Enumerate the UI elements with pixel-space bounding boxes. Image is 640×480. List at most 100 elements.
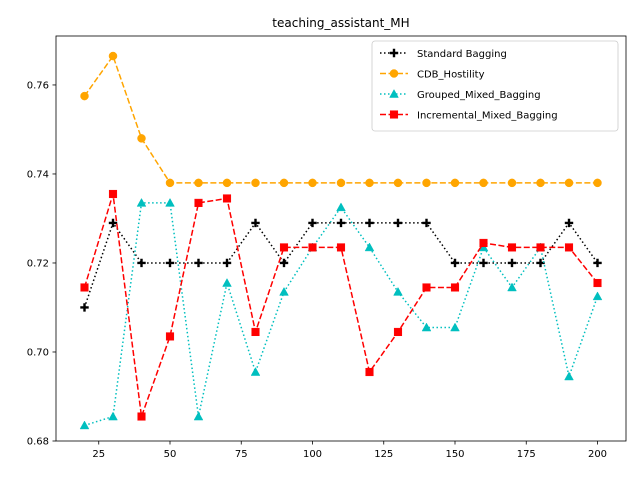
data-point: [450, 283, 460, 292]
data-point: [422, 178, 431, 188]
data-point: [194, 198, 203, 207]
data-point: [593, 178, 602, 188]
legend-entry: Standard Bagging: [380, 48, 507, 60]
data-point: [364, 242, 375, 252]
data-point: [279, 243, 289, 252]
data-point: [393, 218, 403, 228]
legend-marker: [389, 48, 399, 58]
data-point: [365, 218, 374, 228]
data-point: [450, 258, 460, 268]
data-point: [222, 194, 232, 203]
data-point: [336, 178, 346, 188]
legend-label: CDB_Hostility: [417, 70, 485, 81]
data-point: [194, 178, 203, 188]
legend-marker: [389, 89, 399, 98]
data-point: [80, 283, 89, 292]
data-point: [108, 218, 118, 228]
data-point: [279, 178, 289, 188]
data-point: [222, 178, 232, 188]
data-point: [80, 303, 89, 312]
data-point: [564, 371, 574, 381]
series-4: [80, 189, 602, 421]
data-point: [80, 91, 89, 101]
data-point: [194, 258, 203, 268]
data-point: [251, 218, 260, 228]
data-point: [193, 411, 204, 421]
data-point: [592, 291, 603, 301]
legend-label: Grouped_Mixed_Bagging: [417, 90, 541, 101]
x-tick-label: 75: [235, 449, 248, 460]
data-point: [137, 258, 146, 268]
axes-frame: [55, 35, 627, 442]
data-point: [393, 327, 403, 337]
data-point: [336, 202, 346, 212]
data-point: [365, 367, 374, 377]
data-point: [250, 367, 261, 376]
x-tick-label: 175: [517, 449, 536, 460]
y-tick-label: 0.70: [27, 348, 49, 359]
data-point: [336, 218, 346, 228]
data-point: [593, 278, 602, 288]
data-point: [308, 218, 317, 228]
series-1: [80, 218, 602, 312]
legend-entry: Incremental_Mixed_Bagging: [380, 110, 558, 122]
x-axis: 25 50 75 100 125 150 175 200: [92, 441, 607, 460]
legend-entry: Grouped_Mixed_Bagging: [380, 89, 541, 101]
data-point: [336, 243, 346, 252]
data-point: [450, 322, 460, 332]
legend-marker: [389, 69, 399, 78]
data-point: [536, 258, 545, 268]
y-tick-label: 0.72: [27, 259, 49, 270]
data-point: [165, 258, 175, 268]
y-tick-label: 0.68: [27, 437, 49, 448]
data-point: [137, 412, 146, 421]
y-tick-label: 0.76: [27, 81, 49, 92]
data-point: [165, 178, 175, 188]
data-point: [479, 178, 488, 188]
data-point: [564, 178, 574, 188]
data-point: [507, 282, 517, 292]
x-tick-label: 125: [374, 449, 393, 460]
data-point: [564, 218, 574, 228]
data-point: [165, 332, 175, 341]
data-point: [222, 258, 232, 268]
data-point: [279, 286, 289, 296]
legend-entry: CDB_Hostility: [380, 69, 485, 81]
data-point: [479, 258, 488, 268]
data-point: [479, 238, 488, 248]
data-point: [137, 134, 146, 143]
y-axis: 0.68 0.70 0.72 0.74 0.76: [27, 81, 56, 448]
data-point: [421, 322, 432, 332]
data-point: [507, 178, 517, 188]
data-point: [422, 283, 431, 292]
data-point: [593, 258, 602, 268]
data-point: [108, 411, 118, 421]
x-tick-label: 150: [445, 449, 464, 460]
data-point: [393, 178, 403, 188]
data-point: [536, 178, 545, 188]
x-tick-label: 200: [588, 449, 607, 460]
series-2: [80, 51, 602, 188]
chart-title: teaching_assistant_MH: [272, 16, 409, 30]
x-tick-label: 100: [303, 449, 322, 460]
legend-label: Standard Bagging: [417, 49, 507, 60]
data-point: [422, 218, 431, 228]
x-tick-label: 25: [92, 449, 105, 460]
data-point: [79, 420, 90, 430]
legend: Standard Bagging CDB_Hostility Grouped_Mix…: [371, 40, 619, 132]
data-point: [251, 178, 260, 188]
y-tick-label: 0.74: [27, 170, 49, 181]
data-point: [279, 258, 289, 268]
data-point: [507, 258, 517, 268]
legend-box: [371, 40, 619, 132]
data-point: [108, 189, 118, 199]
data-point: [251, 327, 260, 337]
data-point: [393, 286, 403, 296]
data-point: [165, 197, 175, 207]
data-point: [450, 178, 460, 188]
data-point: [108, 51, 118, 61]
data-point: [365, 178, 374, 188]
plot-area: [55, 35, 627, 442]
x-tick-label: 50: [164, 449, 177, 460]
